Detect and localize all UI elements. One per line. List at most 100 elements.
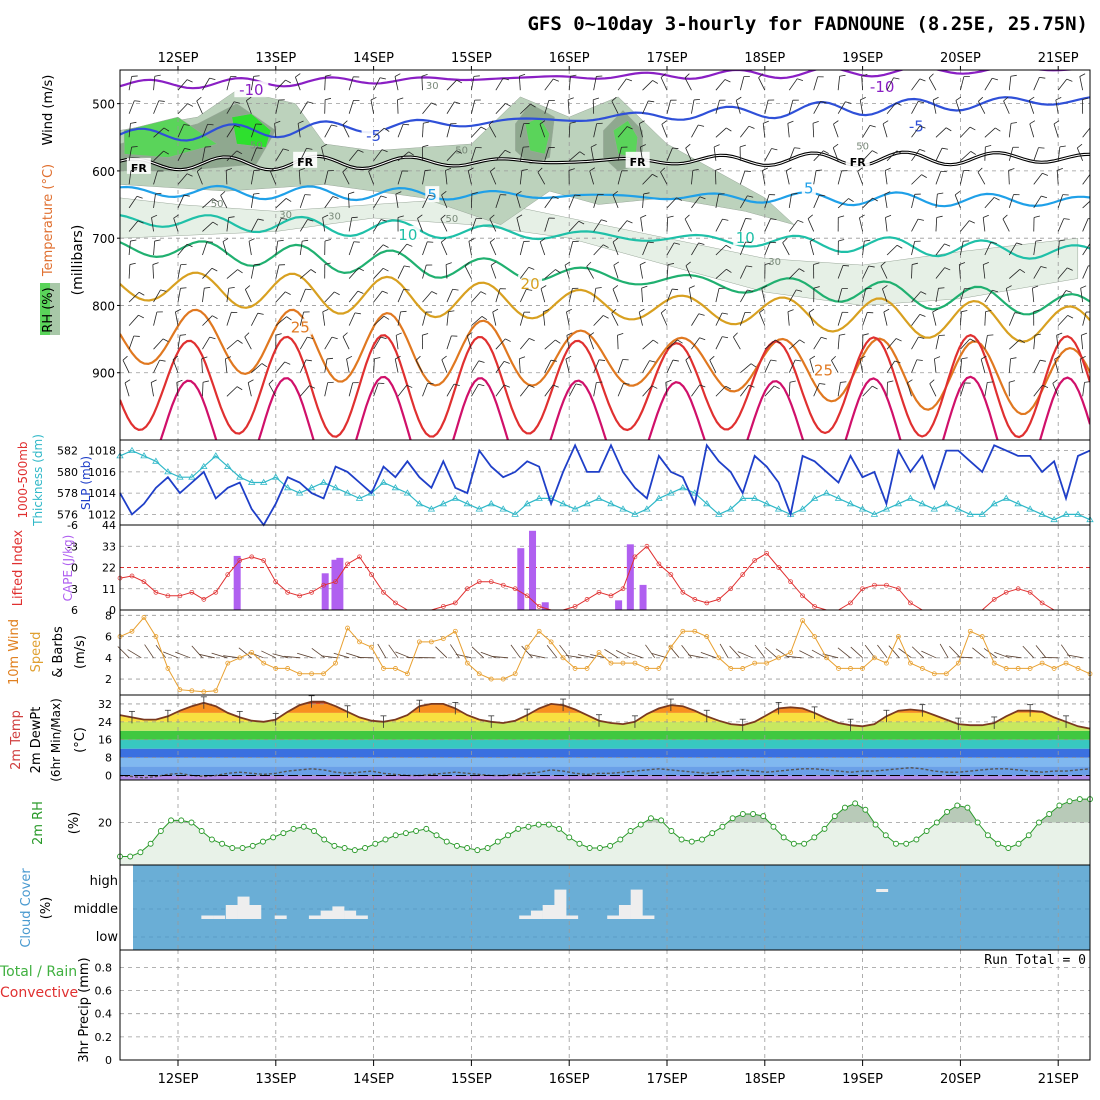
wind-barb-flag [302,239,309,242]
wind-barb-flag [736,96,742,101]
wind-speed-marker [357,639,362,645]
cape-bar [626,544,634,610]
wind-barb [153,193,156,208]
wind-barb [788,382,791,397]
thickness-marker [451,494,460,501]
wind-speed-marker [812,634,817,639]
wind-barb-flag [667,215,674,218]
wind-speed-marker [177,687,183,693]
wind-barb [226,150,238,162]
wind-barb-flag [929,379,935,385]
wind-barb [935,148,943,161]
top-date-label: 21SEP [1038,51,1079,66]
bottom-date-label: 20SEP [940,1072,981,1087]
wind-barb-flag [1063,218,1070,220]
wind-barb-flag [209,77,216,81]
wind-barb-flag [422,144,429,148]
wind-barb-flag [1032,285,1039,289]
wind-barb-flag [481,316,488,321]
temp-color-band [120,721,1090,731]
wind-barb [395,194,399,208]
li-marker [297,593,302,599]
surface-wind-barb [764,646,778,659]
surface-wind-barb [565,654,582,659]
run-total-label: Run Total = 0 [984,953,1086,968]
thickness-marker [188,473,196,480]
wind-barb-flag [647,241,654,244]
wind-barb [740,363,752,374]
wind-barb [128,100,135,114]
rh-contour-label: 30 [328,211,341,222]
wind-barb-flag [955,96,962,101]
wind-barb-flag [641,285,648,289]
wind-barb [1008,358,1011,373]
wind-barb-flag [894,360,901,364]
wind-barb [322,311,326,326]
wind-barb [1033,335,1036,350]
wind-barb-flag [933,96,939,101]
wind-barb-flag [173,214,179,219]
surface-wind-barb [162,651,179,659]
wind-barb-flag [808,308,815,313]
wind-barb-flag [872,385,878,390]
wind-barb-flag [993,197,1000,201]
wind-barb-flag [196,96,202,102]
isotherm-label: 25 [291,319,310,337]
li-marker [345,561,350,567]
li-marker [225,572,231,577]
rh-marker [525,823,532,830]
wind-barb-flag [519,73,526,77]
temp-line [119,700,1091,730]
wind-barb-flag [797,219,804,223]
wind-barb [446,101,455,114]
wind-barb-flag [183,124,190,126]
wind-barb [739,265,747,279]
wind-barb [422,170,426,185]
cloud-middle-bar [355,915,368,919]
rh-area-high [120,799,1090,823]
wind-barb [250,218,259,232]
wind-barb-flag [480,126,487,131]
wind-barb [176,382,179,397]
wind-barb-flag [795,359,802,362]
rh-marker [515,825,522,832]
wind-barb-flag [151,379,157,383]
wind-barb [568,241,574,256]
isotherm-label-bg [811,361,836,378]
cloud-middle-bar [630,889,643,919]
thickness-line [119,449,1091,521]
wind-barb [489,171,497,185]
wind-barb [250,264,255,279]
wind-barb [1080,335,1084,350]
wind-barb [177,79,188,91]
wind-barb [982,217,986,232]
wind-barb-flag [332,196,339,199]
rh-marker [1076,796,1083,803]
wind-barb-flag [427,382,434,385]
surface-wind-barb [198,653,215,659]
wind-barb [177,264,181,279]
wind-barb [568,76,571,91]
rh-area-bright [231,113,272,148]
wind-barb-flag [882,285,888,290]
wind-barb-flag [987,381,994,383]
wind-barb-flag [540,285,547,289]
wind-barb [886,102,897,114]
wind-barb [984,78,993,91]
wind-barb [1009,339,1020,350]
wind-barb-flag [842,265,850,267]
isotherm-label-bg [293,151,318,168]
wind-speed-marker [1015,666,1021,671]
wind-barb-flag [417,214,423,219]
cape-tick-label: 0 [109,604,116,617]
rh-marker [1025,832,1032,839]
wind-speed-marker [369,644,374,650]
wind-barb [837,312,843,326]
rh-marker [137,849,144,856]
wind-barb-flag [124,379,131,384]
wind-barb-flag [839,333,846,336]
wind-barb-flag [918,336,925,339]
rh-marker [882,832,889,839]
rh-marker [658,817,665,824]
